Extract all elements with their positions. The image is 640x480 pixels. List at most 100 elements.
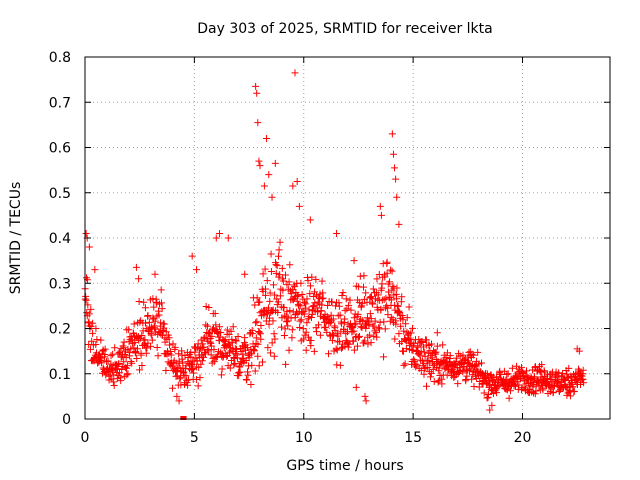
data-point — [300, 310, 308, 318]
data-point — [301, 299, 309, 307]
data-point — [255, 362, 263, 370]
data-point — [274, 298, 282, 306]
data-point — [142, 349, 150, 357]
data-point — [131, 338, 139, 346]
data-point — [417, 347, 425, 355]
data-point — [374, 291, 382, 299]
data-point — [200, 343, 208, 351]
data-point — [135, 297, 143, 305]
data-point — [354, 310, 362, 318]
data-point — [210, 346, 218, 354]
data-point — [167, 348, 175, 356]
data-point — [489, 374, 497, 382]
data-point — [306, 216, 314, 224]
data-point — [349, 337, 357, 345]
data-point — [232, 336, 240, 344]
data-point — [580, 379, 588, 387]
data-point — [355, 333, 363, 341]
data-point — [575, 347, 583, 355]
data-point — [109, 378, 117, 386]
data-point — [297, 279, 305, 287]
data-point — [271, 159, 279, 167]
data-point — [397, 322, 405, 330]
data-point — [150, 303, 158, 311]
data-point — [198, 357, 206, 365]
data-point — [474, 348, 482, 356]
data-point — [362, 289, 370, 297]
data-point — [303, 319, 311, 327]
data-point — [286, 261, 294, 269]
data-point — [269, 317, 277, 325]
data-point — [369, 300, 377, 308]
data-point — [296, 317, 304, 325]
data-point — [311, 299, 319, 307]
data-point — [333, 229, 341, 237]
data-point — [132, 263, 140, 271]
data-point — [387, 313, 395, 321]
data-point — [93, 336, 101, 344]
data-point — [433, 342, 441, 350]
data-point — [531, 363, 539, 371]
data-point — [279, 277, 287, 285]
data-point — [188, 252, 196, 260]
data-point — [220, 337, 228, 345]
data-point — [250, 346, 258, 354]
data-point — [207, 342, 215, 350]
data-point — [336, 311, 344, 319]
data-point — [151, 325, 159, 333]
data-point — [399, 316, 407, 324]
data-point — [213, 353, 221, 361]
data-point — [579, 375, 587, 383]
data-point — [364, 319, 372, 327]
data-point — [314, 298, 322, 306]
data-point — [269, 281, 277, 289]
data-point — [175, 350, 183, 358]
data-point — [268, 339, 276, 347]
data-point — [398, 293, 406, 301]
data-point — [151, 270, 159, 278]
data-point — [113, 365, 121, 373]
data-point — [344, 343, 352, 351]
data-point — [233, 354, 241, 362]
y-axis-label: SRMTID / TECUs — [8, 182, 24, 295]
data-point — [565, 364, 573, 372]
data-point — [340, 326, 348, 334]
data-point — [371, 327, 379, 335]
data-point — [256, 162, 264, 170]
data-point — [330, 331, 338, 339]
data-point — [464, 366, 472, 374]
data-point — [579, 366, 587, 374]
data-point — [284, 322, 292, 330]
data-point — [380, 318, 388, 326]
data-point — [352, 383, 360, 391]
data-point — [85, 318, 93, 326]
data-point — [257, 322, 265, 330]
data-point — [411, 357, 419, 365]
data-point — [287, 290, 295, 298]
data-point — [416, 351, 424, 359]
data-point — [135, 275, 143, 283]
x-tick-label: 5 — [190, 430, 199, 446]
data-point — [118, 363, 126, 371]
data-point — [318, 295, 326, 303]
data-point — [143, 344, 151, 352]
data-point — [157, 286, 165, 294]
data-point — [559, 370, 567, 378]
data-point — [519, 368, 527, 376]
data-point — [409, 324, 417, 332]
data-point — [351, 321, 359, 329]
data-point — [271, 335, 279, 343]
y-axis: 0 0.1 0.2 0.3 0.4 0.5 0.6 0.7 0.8 — [49, 50, 610, 428]
data-point — [121, 351, 129, 359]
data-point — [477, 368, 485, 376]
data-point — [251, 367, 259, 375]
data-point — [294, 291, 302, 299]
data-point — [471, 362, 479, 370]
data-point — [196, 374, 204, 382]
data-point — [306, 282, 314, 290]
data-point — [133, 345, 141, 353]
data-point — [401, 360, 409, 368]
data-point — [201, 350, 209, 358]
data-point — [439, 341, 447, 349]
data-point — [370, 322, 378, 330]
